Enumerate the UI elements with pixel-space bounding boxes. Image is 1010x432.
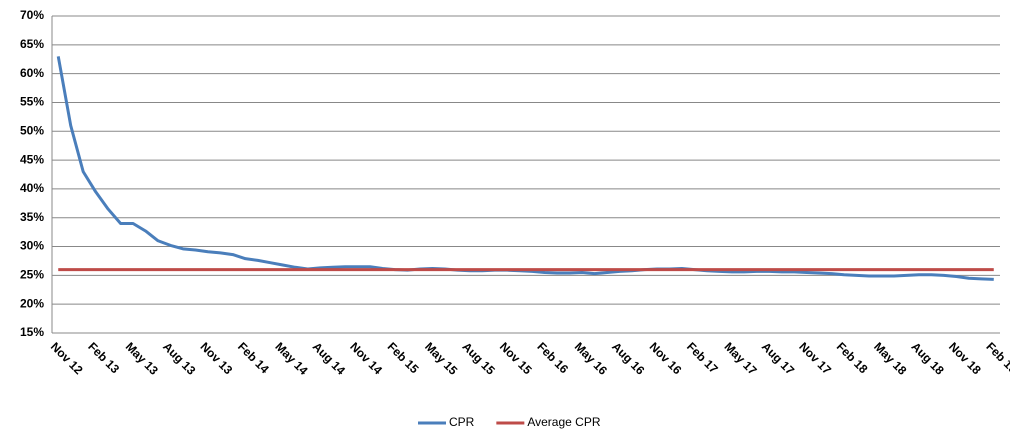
x-tick-label: Feb 17 xyxy=(684,339,721,376)
y-tick-label: 40% xyxy=(20,181,44,195)
y-tick-label: 30% xyxy=(20,239,44,253)
x-tick-label: Aug 18 xyxy=(909,339,947,377)
y-tick-label: 55% xyxy=(20,95,44,109)
y-tick-label: 35% xyxy=(20,210,44,224)
x-tick-label: Feb 16 xyxy=(534,339,571,376)
x-tick-label: Feb 15 xyxy=(385,339,422,376)
x-tick-label: Feb 18 xyxy=(834,339,871,376)
x-tick-label: May 13 xyxy=(123,339,161,377)
y-tick-label: 25% xyxy=(20,268,44,282)
x-tick-label: Nov 18 xyxy=(946,339,984,377)
x-tick-label: May 15 xyxy=(422,339,460,377)
x-tick-label: Feb 13 xyxy=(85,339,122,376)
legend-label: Average CPR xyxy=(527,415,600,429)
y-tick-label: 50% xyxy=(20,123,44,137)
y-tick-label: 70% xyxy=(20,8,44,22)
x-tick-label: Feb 19 xyxy=(983,339,1010,376)
x-tick-label: Nov 13 xyxy=(198,339,236,377)
legend-label: CPR xyxy=(449,415,475,429)
x-tick-label: Aug 14 xyxy=(310,339,348,377)
x-tick-label: Nov 14 xyxy=(347,339,385,377)
x-tick-label: Nov 17 xyxy=(796,339,834,377)
x-tick-label: Nov 16 xyxy=(647,339,685,377)
y-tick-label: 65% xyxy=(20,37,44,51)
x-tick-label: Aug 16 xyxy=(609,339,647,377)
y-tick-label: 60% xyxy=(20,66,44,80)
y-tick-label: 15% xyxy=(20,325,44,339)
x-tick-label: May 16 xyxy=(572,339,610,377)
x-tick-label: Nov 12 xyxy=(48,339,86,377)
x-tick-label: Aug 13 xyxy=(160,339,198,377)
x-tick-label: Feb 14 xyxy=(235,339,272,376)
x-tick-label: May 14 xyxy=(272,339,310,377)
x-tick-label: Aug 17 xyxy=(759,339,797,377)
x-tick-label: May 17 xyxy=(721,339,759,377)
series-line xyxy=(56,56,994,281)
x-tick-label: May 18 xyxy=(871,339,909,377)
x-tick-label: Nov 15 xyxy=(497,339,535,377)
y-tick-label: 45% xyxy=(20,152,44,166)
y-tick-label: 20% xyxy=(20,296,44,310)
x-tick-label: Aug 15 xyxy=(460,339,498,377)
